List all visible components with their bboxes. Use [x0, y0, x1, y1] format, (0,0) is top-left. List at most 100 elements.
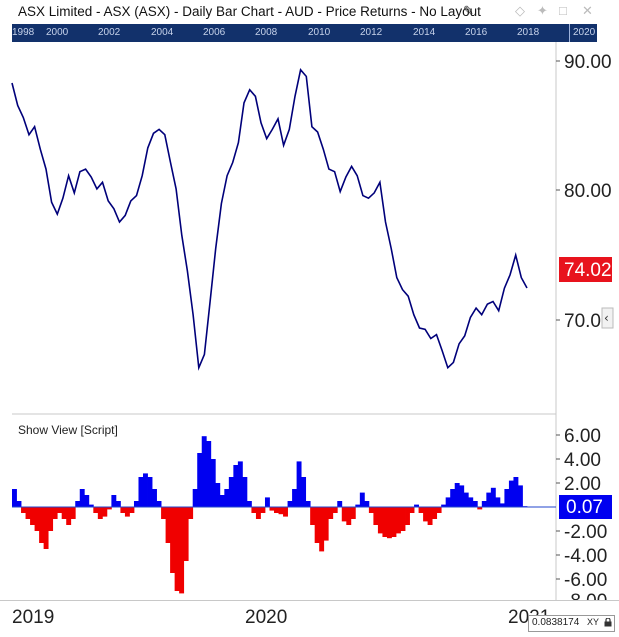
oscillator-bar	[364, 501, 370, 507]
oscillator-bar	[210, 459, 216, 507]
indicator-axis-label: -6.00	[564, 570, 607, 591]
maximize-icon[interactable]: □	[559, 3, 567, 18]
oscillator-bar	[197, 453, 203, 507]
last-value-badge	[559, 495, 612, 519]
history-label: 2012	[360, 27, 383, 38]
collapse-panel-button[interactable]	[601, 307, 614, 329]
indicator-axis-ticks	[556, 434, 560, 580]
oscillator-bar	[233, 465, 239, 507]
oscillator-bar	[513, 477, 519, 507]
oscillator-bar	[39, 507, 45, 543]
oscillator-bar	[52, 507, 58, 519]
oscillator-bar	[25, 507, 31, 519]
chart-title: ASX Limited - ASX (ASX) - Daily Bar Char…	[18, 4, 481, 19]
pin-icon[interactable]: ✦	[537, 3, 548, 18]
history-label: 2016	[465, 27, 488, 38]
diamond-icon[interactable]: ◇	[515, 3, 525, 18]
oscillator-bar	[477, 507, 483, 510]
oscillator-bar	[436, 507, 442, 513]
oscillator-bar	[97, 507, 103, 519]
oscillator-bar	[237, 461, 243, 507]
oscillator-bar	[106, 507, 112, 510]
oscillator-bar	[111, 495, 117, 507]
history-label: 2004	[151, 27, 174, 38]
history-label: 2006	[203, 27, 226, 38]
oscillator-bar	[206, 441, 212, 507]
oscillator-bar	[391, 507, 397, 537]
last-value-label: 0.07	[566, 497, 603, 518]
lock-icon[interactable]	[604, 618, 612, 627]
oscillator-bar	[472, 501, 478, 507]
oscillator-bar	[192, 489, 198, 507]
oscillator-bar	[504, 489, 510, 507]
oscillator-bar	[246, 501, 252, 507]
oscillator-bar	[179, 507, 185, 594]
oscillator-bar	[292, 489, 298, 507]
indicator-axis-label: -4.00	[564, 546, 607, 567]
history-visible-range[interactable]: 2020	[569, 24, 598, 42]
oscillator-bar	[481, 501, 487, 507]
history-label: 1998	[12, 27, 35, 38]
indicator-title: Show View [Script]	[18, 423, 118, 437]
oscillator-bars	[12, 436, 528, 594]
oscillator-bar	[84, 495, 90, 507]
oscillator-bar	[66, 507, 72, 525]
oscillator-bar	[129, 507, 135, 513]
price-series-line	[11, 68, 528, 371]
history-navigator[interactable]: 1998 2000 2002 2004 2006 2008 2010 2012 …	[12, 24, 597, 42]
oscillator-bar	[61, 507, 67, 519]
oscillator-bar	[463, 492, 469, 507]
title-bar: ASX Limited - ASX (ASX) - Daily Bar Char…	[0, 0, 619, 24]
history-label: 2018	[517, 27, 540, 38]
oscillator-bar	[454, 483, 460, 507]
oscillator-bar	[57, 507, 63, 513]
oscillator-bar	[219, 495, 225, 507]
oscillator-bar	[133, 501, 139, 507]
oscillator-bar	[432, 507, 438, 519]
oscillator-bar	[332, 507, 338, 513]
history-label: 2002	[98, 27, 121, 38]
oscillator-bar	[30, 507, 35, 525]
oscillator-bar	[305, 501, 311, 507]
oscillator-bar	[43, 507, 49, 549]
pencil-icon[interactable]: ✎	[463, 3, 474, 18]
oscillator-bar	[264, 497, 270, 507]
history-label: 2020	[573, 27, 596, 38]
oscillator-bar	[102, 507, 108, 517]
oscillator-bar	[296, 461, 302, 507]
oscillator-bar	[382, 507, 388, 537]
date-axis-label: 2020	[245, 607, 288, 628]
indicator-axis-label: 4.00	[564, 450, 601, 471]
oscillator-bar	[228, 477, 234, 507]
oscillator-bar	[274, 507, 279, 513]
oscillator-bar	[450, 489, 456, 507]
oscillator-bar	[314, 507, 320, 543]
oscillator-bar	[400, 507, 406, 531]
last-price-label: 74.02	[564, 260, 612, 281]
oscillator-bar	[301, 477, 307, 507]
indicator-axis-label: 2.00	[564, 474, 601, 495]
oscillator-bar	[377, 507, 383, 534]
oscillator-bar	[255, 507, 261, 519]
oscillator-bar	[283, 507, 288, 517]
oscillator-bar	[409, 507, 415, 513]
oscillator-bar	[278, 507, 284, 515]
chart-area[interactable]: 90.00 80.00 70.0 74.02 ‹ Show View [Scri…	[0, 42, 619, 600]
oscillator-bar	[188, 507, 194, 519]
date-axis[interactable]: 2019 2020 2021	[0, 600, 619, 637]
oscillator-bar	[115, 501, 121, 507]
close-icon[interactable]: ✕	[582, 3, 593, 18]
price-axis-label: 70.0	[564, 311, 601, 332]
oscillator-bar	[499, 503, 505, 507]
oscillator-bar	[423, 507, 429, 522]
oscillator-bar	[34, 507, 40, 531]
date-axis-line	[0, 600, 619, 601]
oscillator-bar	[445, 497, 451, 507]
oscillator-bar	[350, 507, 356, 519]
indicator-axis-label: -8.00	[564, 591, 607, 600]
history-label: 2014	[413, 27, 436, 38]
oscillator-bar	[359, 492, 365, 507]
oscillator-bar	[215, 483, 221, 507]
oscillator-bar	[328, 507, 334, 519]
oscillator-bar	[138, 477, 144, 507]
